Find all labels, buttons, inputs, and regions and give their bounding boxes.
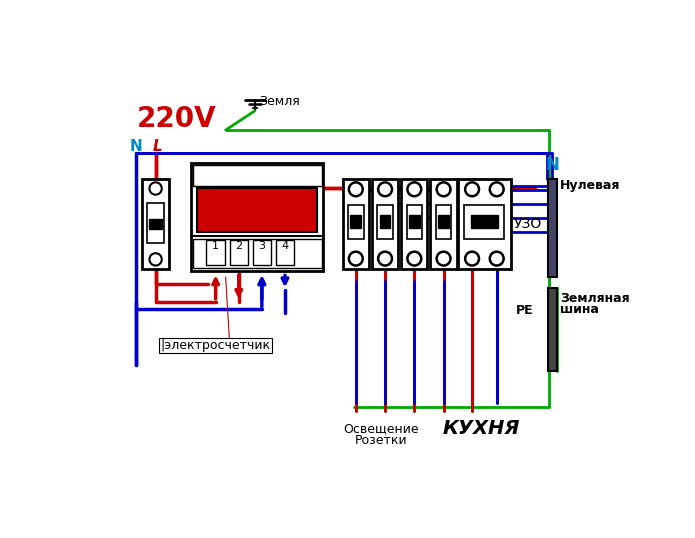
Bar <box>343 179 369 270</box>
Bar <box>142 179 170 270</box>
Bar <box>229 240 248 265</box>
Text: PE: PE <box>516 305 534 317</box>
Text: N: N <box>130 139 142 154</box>
Bar <box>149 218 162 229</box>
Bar <box>206 240 225 265</box>
Text: 3: 3 <box>259 241 265 251</box>
Bar <box>193 238 322 268</box>
Bar <box>430 179 457 270</box>
Text: 220V: 220V <box>136 104 216 132</box>
Bar <box>436 204 451 238</box>
Bar <box>191 163 323 271</box>
Bar <box>348 204 363 238</box>
Text: шина: шина <box>560 303 598 316</box>
Bar <box>548 288 557 371</box>
Text: N: N <box>545 155 559 174</box>
Text: 2: 2 <box>235 241 243 251</box>
Bar <box>147 203 164 243</box>
Bar <box>197 188 318 232</box>
Text: 1: 1 <box>212 241 219 251</box>
Text: КУХНЯ: КУХНЯ <box>443 419 520 438</box>
Bar <box>276 240 294 265</box>
Bar <box>377 204 393 238</box>
Bar <box>193 165 322 186</box>
Text: Земля: Земля <box>259 95 300 108</box>
Text: УЗО: УЗО <box>514 217 542 231</box>
Text: Нулевая: Нулевая <box>560 179 620 192</box>
Text: L: L <box>153 139 163 154</box>
Bar <box>548 179 557 277</box>
Bar <box>458 179 511 270</box>
Bar <box>464 204 505 238</box>
Bar <box>438 216 449 228</box>
Bar <box>379 216 391 228</box>
Text: Освещение: Освещение <box>343 422 419 435</box>
Bar <box>350 216 361 228</box>
Bar <box>252 240 271 265</box>
Text: Земляная: Земляная <box>560 292 630 305</box>
Text: 4: 4 <box>281 241 288 251</box>
Bar <box>372 179 398 270</box>
Bar <box>407 204 422 238</box>
Bar <box>471 216 498 228</box>
Text: |электросчетчик: |электросчетчик <box>161 339 270 352</box>
Bar <box>401 179 427 270</box>
Bar <box>409 216 420 228</box>
Text: Розетки: Розетки <box>355 434 407 447</box>
